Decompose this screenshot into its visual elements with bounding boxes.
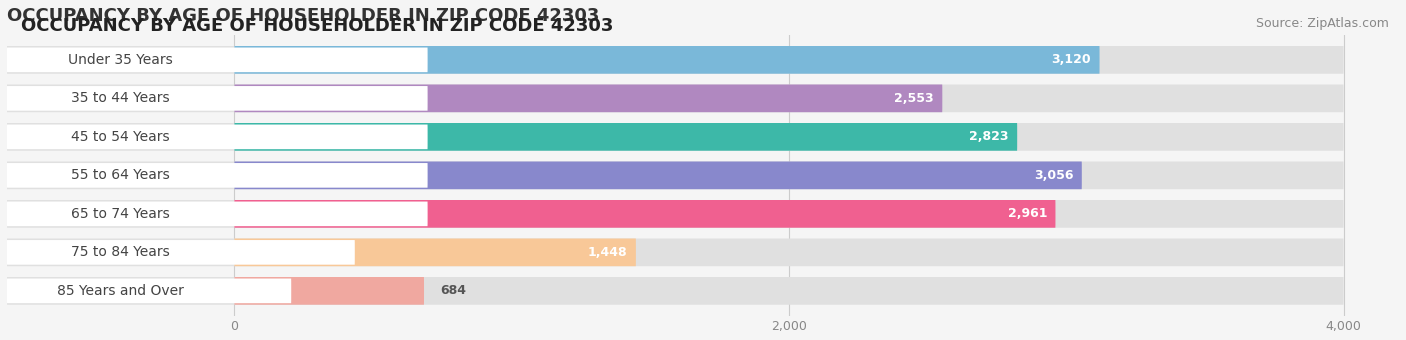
FancyBboxPatch shape: [7, 238, 1344, 266]
FancyBboxPatch shape: [7, 200, 1344, 228]
FancyBboxPatch shape: [7, 162, 1344, 189]
Text: 35 to 44 Years: 35 to 44 Years: [72, 91, 170, 105]
FancyBboxPatch shape: [7, 85, 1344, 112]
Text: 75 to 84 Years: 75 to 84 Years: [72, 245, 170, 259]
Text: Source: ZipAtlas.com: Source: ZipAtlas.com: [1256, 17, 1389, 30]
FancyBboxPatch shape: [235, 162, 1081, 189]
Text: 55 to 64 Years: 55 to 64 Years: [72, 168, 170, 182]
FancyBboxPatch shape: [7, 163, 427, 188]
FancyBboxPatch shape: [7, 123, 1344, 151]
FancyBboxPatch shape: [7, 202, 427, 226]
Text: 85 Years and Over: 85 Years and Over: [58, 284, 184, 298]
Text: 45 to 54 Years: 45 to 54 Years: [72, 130, 170, 144]
Text: 684: 684: [440, 284, 467, 298]
Text: 65 to 74 Years: 65 to 74 Years: [72, 207, 170, 221]
FancyBboxPatch shape: [7, 278, 291, 303]
Text: 2,961: 2,961: [1008, 207, 1047, 220]
FancyBboxPatch shape: [235, 123, 1017, 151]
FancyBboxPatch shape: [235, 46, 1099, 74]
FancyBboxPatch shape: [235, 238, 636, 266]
Text: OCCUPANCY BY AGE OF HOUSEHOLDER IN ZIP CODE 42303: OCCUPANCY BY AGE OF HOUSEHOLDER IN ZIP C…: [7, 7, 599, 25]
Text: 3,056: 3,056: [1033, 169, 1074, 182]
Text: 3,120: 3,120: [1052, 53, 1091, 66]
FancyBboxPatch shape: [7, 48, 427, 72]
Text: 1,448: 1,448: [588, 246, 627, 259]
FancyBboxPatch shape: [7, 277, 1344, 305]
Text: Under 35 Years: Under 35 Years: [69, 53, 173, 67]
FancyBboxPatch shape: [235, 200, 1056, 228]
Text: 2,553: 2,553: [894, 92, 934, 105]
FancyBboxPatch shape: [7, 240, 354, 265]
FancyBboxPatch shape: [235, 277, 425, 305]
FancyBboxPatch shape: [7, 124, 427, 149]
FancyBboxPatch shape: [7, 86, 427, 111]
Text: 2,823: 2,823: [969, 130, 1010, 143]
Text: OCCUPANCY BY AGE OF HOUSEHOLDER IN ZIP CODE 42303: OCCUPANCY BY AGE OF HOUSEHOLDER IN ZIP C…: [21, 17, 613, 35]
FancyBboxPatch shape: [235, 85, 942, 112]
FancyBboxPatch shape: [7, 46, 1344, 74]
